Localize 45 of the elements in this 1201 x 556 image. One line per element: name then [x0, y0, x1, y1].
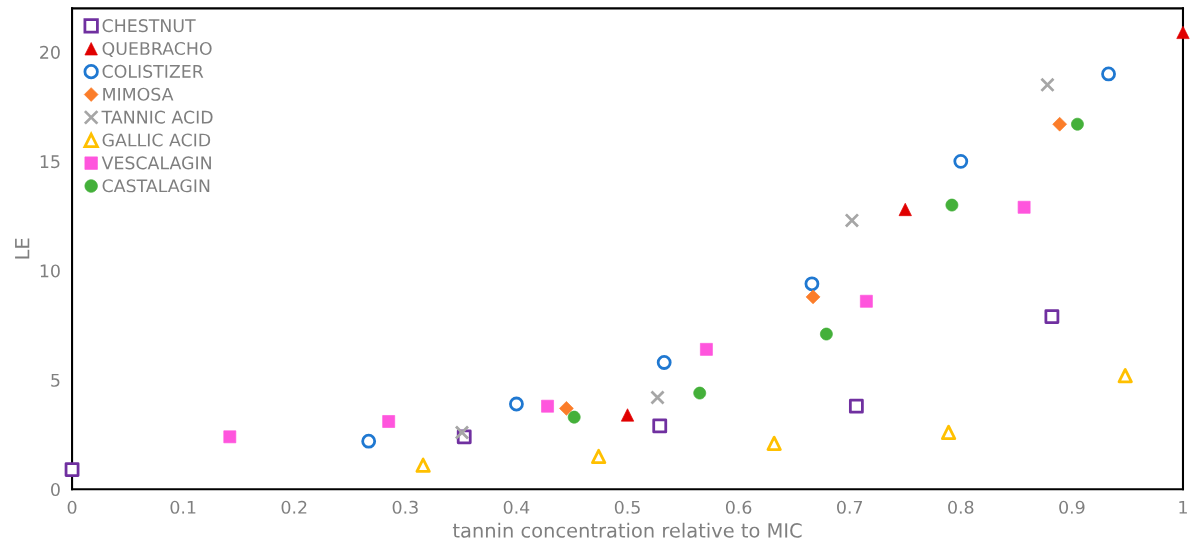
legend-label: VESCALAGIN [101, 156, 211, 170]
x-tick-label: 1 [1179, 500, 1187, 514]
y-tick-label: 5 [51, 373, 60, 387]
x-tick-label: 0.6 [725, 500, 752, 514]
point [650, 390, 665, 405]
legend-label: GALLIC ACID [102, 133, 211, 147]
point [940, 424, 957, 441]
y-tick-label: 20 [40, 45, 60, 59]
legend-label: TANNIC ACID [101, 110, 213, 124]
x-tick-label: 0.9 [1059, 500, 1085, 514]
point [361, 433, 377, 449]
point [804, 276, 820, 292]
legend-label: MIMOSA [103, 87, 174, 101]
legend-label: CHESTNUT [102, 19, 196, 33]
point [652, 418, 668, 434]
y-tick-label: 0 [51, 482, 60, 497]
point [509, 396, 524, 412]
point [1040, 77, 1055, 93]
x-tick-label: 0.7 [837, 500, 863, 514]
x-axis-title: tannin concentration relative to MIC [452, 522, 802, 538]
x-tick-label: 0.2 [281, 500, 307, 514]
point [1044, 309, 1060, 324]
point [454, 425, 470, 440]
x-tick-label: 0.4 [503, 500, 530, 514]
legend-label: CASTALAGIN [102, 179, 210, 193]
point [591, 448, 607, 465]
x-tick-label: 0.5 [614, 500, 640, 514]
point [844, 212, 860, 228]
point [656, 355, 672, 370]
y-tick-label: 15 [40, 155, 60, 169]
point [1117, 368, 1133, 384]
x-tick-label: 0.8 [948, 500, 974, 514]
point [766, 435, 782, 451]
y-axis-title: LE [15, 238, 30, 259]
legend-label: QUEBRACHO [102, 41, 212, 58]
y-tick-label: 10 [40, 264, 60, 278]
x-tick-label: 0.3 [392, 500, 418, 514]
point [64, 462, 80, 478]
x-tick-label: 0 [67, 500, 77, 514]
legend-label: COLISTIZER [102, 64, 204, 78]
x-tick-label: 0.1 [170, 500, 196, 514]
point [848, 398, 864, 414]
point [415, 457, 431, 473]
point [1101, 66, 1116, 82]
point [953, 153, 969, 169]
